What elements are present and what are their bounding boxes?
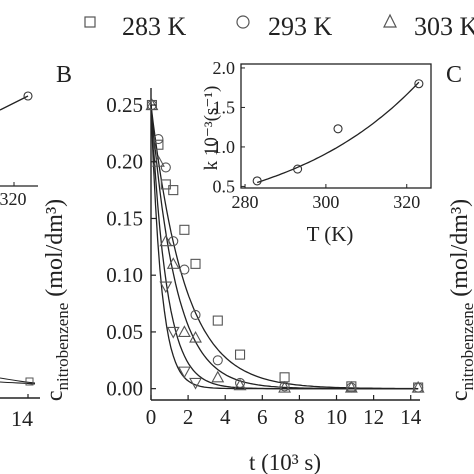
panel-b-fit-curve xyxy=(150,104,419,390)
panel-b-y-tick-label: 0.25 xyxy=(106,93,143,117)
panel-b-y-tick-label: 0.00 xyxy=(106,377,143,401)
panel-b-data-point xyxy=(211,370,225,383)
left-inset-curve xyxy=(0,95,29,111)
panel-b-data-point xyxy=(190,258,201,269)
legend-marker-circle xyxy=(236,15,250,29)
panel-b-data-point xyxy=(166,257,180,269)
inset-x-tick-label: 320 xyxy=(393,192,420,212)
panel-b-data-point xyxy=(344,380,358,393)
panel-b-y-axis-label-text: cnitrobenzene (mol/dm³) xyxy=(42,199,72,401)
panel-b-data-point xyxy=(179,264,190,275)
inset-x-tick-label: 280 xyxy=(232,192,259,212)
inset-y-tick-label: 0.5 xyxy=(213,176,236,196)
right-panel-fragment: C cnitrobenzene (mol/dm³) xyxy=(446,62,474,401)
panel-b-x-tick-label: 4 xyxy=(220,405,231,429)
panel-b-ticks: 0 2 4 6 8 10 12 14 0.00 0.05 0.10 0.15 0.20 0.25 xyxy=(106,93,421,429)
inset-x-axis-label: T (K) xyxy=(307,222,354,246)
left-inset-tick-label: 320 xyxy=(0,189,27,209)
panel-c-ylabel-main: c xyxy=(447,391,473,402)
inset-data-point xyxy=(293,164,303,174)
panel-b-data-point xyxy=(279,372,290,383)
legend-label-303: 303 K xyxy=(414,12,474,41)
panel-b-y-tick-label: 0.20 xyxy=(106,150,143,174)
panel-c-y-axis-label: cnitrobenzene (mol/dm³) xyxy=(447,199,474,401)
legend-label-293: 293 K xyxy=(268,12,333,41)
panel-b-x-tick-label: 6 xyxy=(257,405,268,429)
panel-c-ylabel-sub: nitrobenzene xyxy=(458,303,474,391)
panel-b-data-point xyxy=(177,366,191,379)
panel-b-data-point xyxy=(177,325,191,337)
legend-label-283: 283 K xyxy=(122,12,187,41)
inset-y-axis-label: k 10⁻³(s⁻¹) xyxy=(201,86,222,171)
inset-x-tick-label: 300 xyxy=(312,192,339,212)
panel-b-x-tick-label: 8 xyxy=(294,405,305,429)
panel-b-data-point xyxy=(189,330,202,343)
inset-y-tick-label: 2.0 xyxy=(213,58,236,78)
left-panel-fragment: 320 14 xyxy=(0,91,40,431)
panel-b-data-point xyxy=(159,234,173,247)
legend-marker-triangle xyxy=(383,13,397,28)
panel-b-y-tick-label: 0.10 xyxy=(106,263,143,287)
panel-b-letter: B xyxy=(56,62,72,88)
left-main-curves xyxy=(0,377,36,385)
inset-data-point xyxy=(252,176,262,186)
panel-b-x-tick-label: 12 xyxy=(363,405,384,429)
panel-b-data-point xyxy=(190,309,201,320)
panel-b-x-tick-label: 2 xyxy=(183,405,194,429)
panel-b-y-axis-label: cnitrobenzene (mol/dm³) xyxy=(42,199,72,401)
inset-frame xyxy=(240,63,432,189)
inset-y-tick-label: 1.5 xyxy=(213,97,236,117)
panel-b-x-tick-label: 0 xyxy=(146,405,157,429)
panel-b-data-point xyxy=(212,315,223,326)
panel-b-data-point xyxy=(153,134,164,145)
panel-b-ylabel-units: (mol/dm³) xyxy=(42,199,68,297)
panel-b-y-tick-label: 0.15 xyxy=(106,206,143,230)
panel-b-data-point xyxy=(160,179,171,190)
inset-ticks: 280 300 320 0.5 1.0 1.5 2.0 xyxy=(213,58,421,212)
panel-b-ylabel-sub: nitrobenzene xyxy=(53,303,72,391)
inset-data-point xyxy=(414,79,424,89)
inset-data-points xyxy=(252,79,424,186)
panel-b-data-point xyxy=(159,281,173,294)
inset-y-tick-label: 1.0 xyxy=(213,137,236,157)
panel-b-y-tick-label: 0.05 xyxy=(106,320,143,344)
inset-fit-curve xyxy=(256,81,420,184)
panel-b-data-point xyxy=(160,162,171,173)
panel-b-x-axis-label: t (10³ s) xyxy=(249,450,321,474)
left-inset-point xyxy=(23,91,33,101)
panel-b-data-point xyxy=(179,224,190,235)
panel-b-frame xyxy=(150,88,420,401)
left-main-tick-label: 14 xyxy=(11,406,33,431)
panel-b-data-point xyxy=(278,380,292,393)
inset-fit-line xyxy=(256,81,420,184)
panel-c-letter: C xyxy=(446,62,462,88)
legend-marker-square xyxy=(84,16,96,28)
panel-b-data-point xyxy=(233,378,247,391)
panel-b-inset-chart: 280 300 320 0.5 1.0 1.5 2.0 T (K) k 10⁻³(s⁻¹) xyxy=(201,58,432,246)
panel-b-ylabel-main: c xyxy=(42,391,68,402)
panel-b-data-point xyxy=(166,326,180,339)
inset-box xyxy=(240,63,432,189)
legend: 283 K 293 K 303 K xyxy=(84,12,474,41)
panel-b-data-point xyxy=(153,139,164,150)
panel-c-y-axis-label-text: cnitrobenzene (mol/dm³) xyxy=(447,199,474,401)
panel-b-data-point xyxy=(234,377,246,389)
panel-b-data-point xyxy=(168,185,179,196)
panel-b-data-point xyxy=(212,355,223,366)
panel-b-data-point xyxy=(189,377,202,390)
panel-b-data-point xyxy=(411,380,425,393)
left-marker-square xyxy=(25,377,34,386)
panel-b-data-point xyxy=(234,349,246,360)
panel-c-ylabel-units: (mol/dm³) xyxy=(447,199,473,297)
panel-b-x-tick-label: 14 xyxy=(400,405,422,429)
panel-b-main-chart: B 0 2 4 6 8 10 12 14 0.00 0.05 0.10 0.15 0.20 0.25 t … xyxy=(42,62,425,474)
inset-data-point xyxy=(333,124,343,134)
panel-b-x-tick-label: 10 xyxy=(326,405,347,429)
